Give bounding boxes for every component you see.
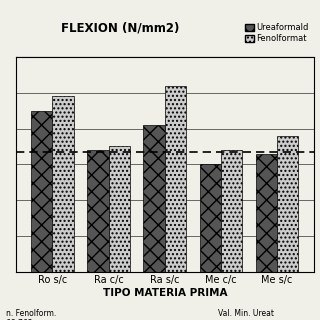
Bar bbox=[87, 150, 109, 272]
Bar bbox=[221, 150, 242, 272]
Text: FLEXION (N/mm2): FLEXION (N/mm2) bbox=[61, 22, 179, 35]
Text: Val. Min. Ureat: Val. Min. Ureat bbox=[218, 309, 274, 318]
Bar bbox=[165, 85, 186, 272]
Bar bbox=[256, 154, 277, 272]
Bar bbox=[143, 125, 165, 272]
Text: n. Fenolform.: n. Fenolform. bbox=[6, 309, 57, 318]
Bar bbox=[109, 147, 130, 272]
Bar bbox=[52, 96, 74, 272]
Bar bbox=[200, 164, 221, 272]
Bar bbox=[31, 111, 52, 272]
X-axis label: TIPO MATERIA PRIMA: TIPO MATERIA PRIMA bbox=[102, 288, 227, 298]
Text: 68 763: 68 763 bbox=[6, 319, 33, 320]
Bar bbox=[277, 136, 299, 272]
Legend: Ureaformald, Fenolformat: Ureaformald, Fenolformat bbox=[244, 22, 309, 44]
